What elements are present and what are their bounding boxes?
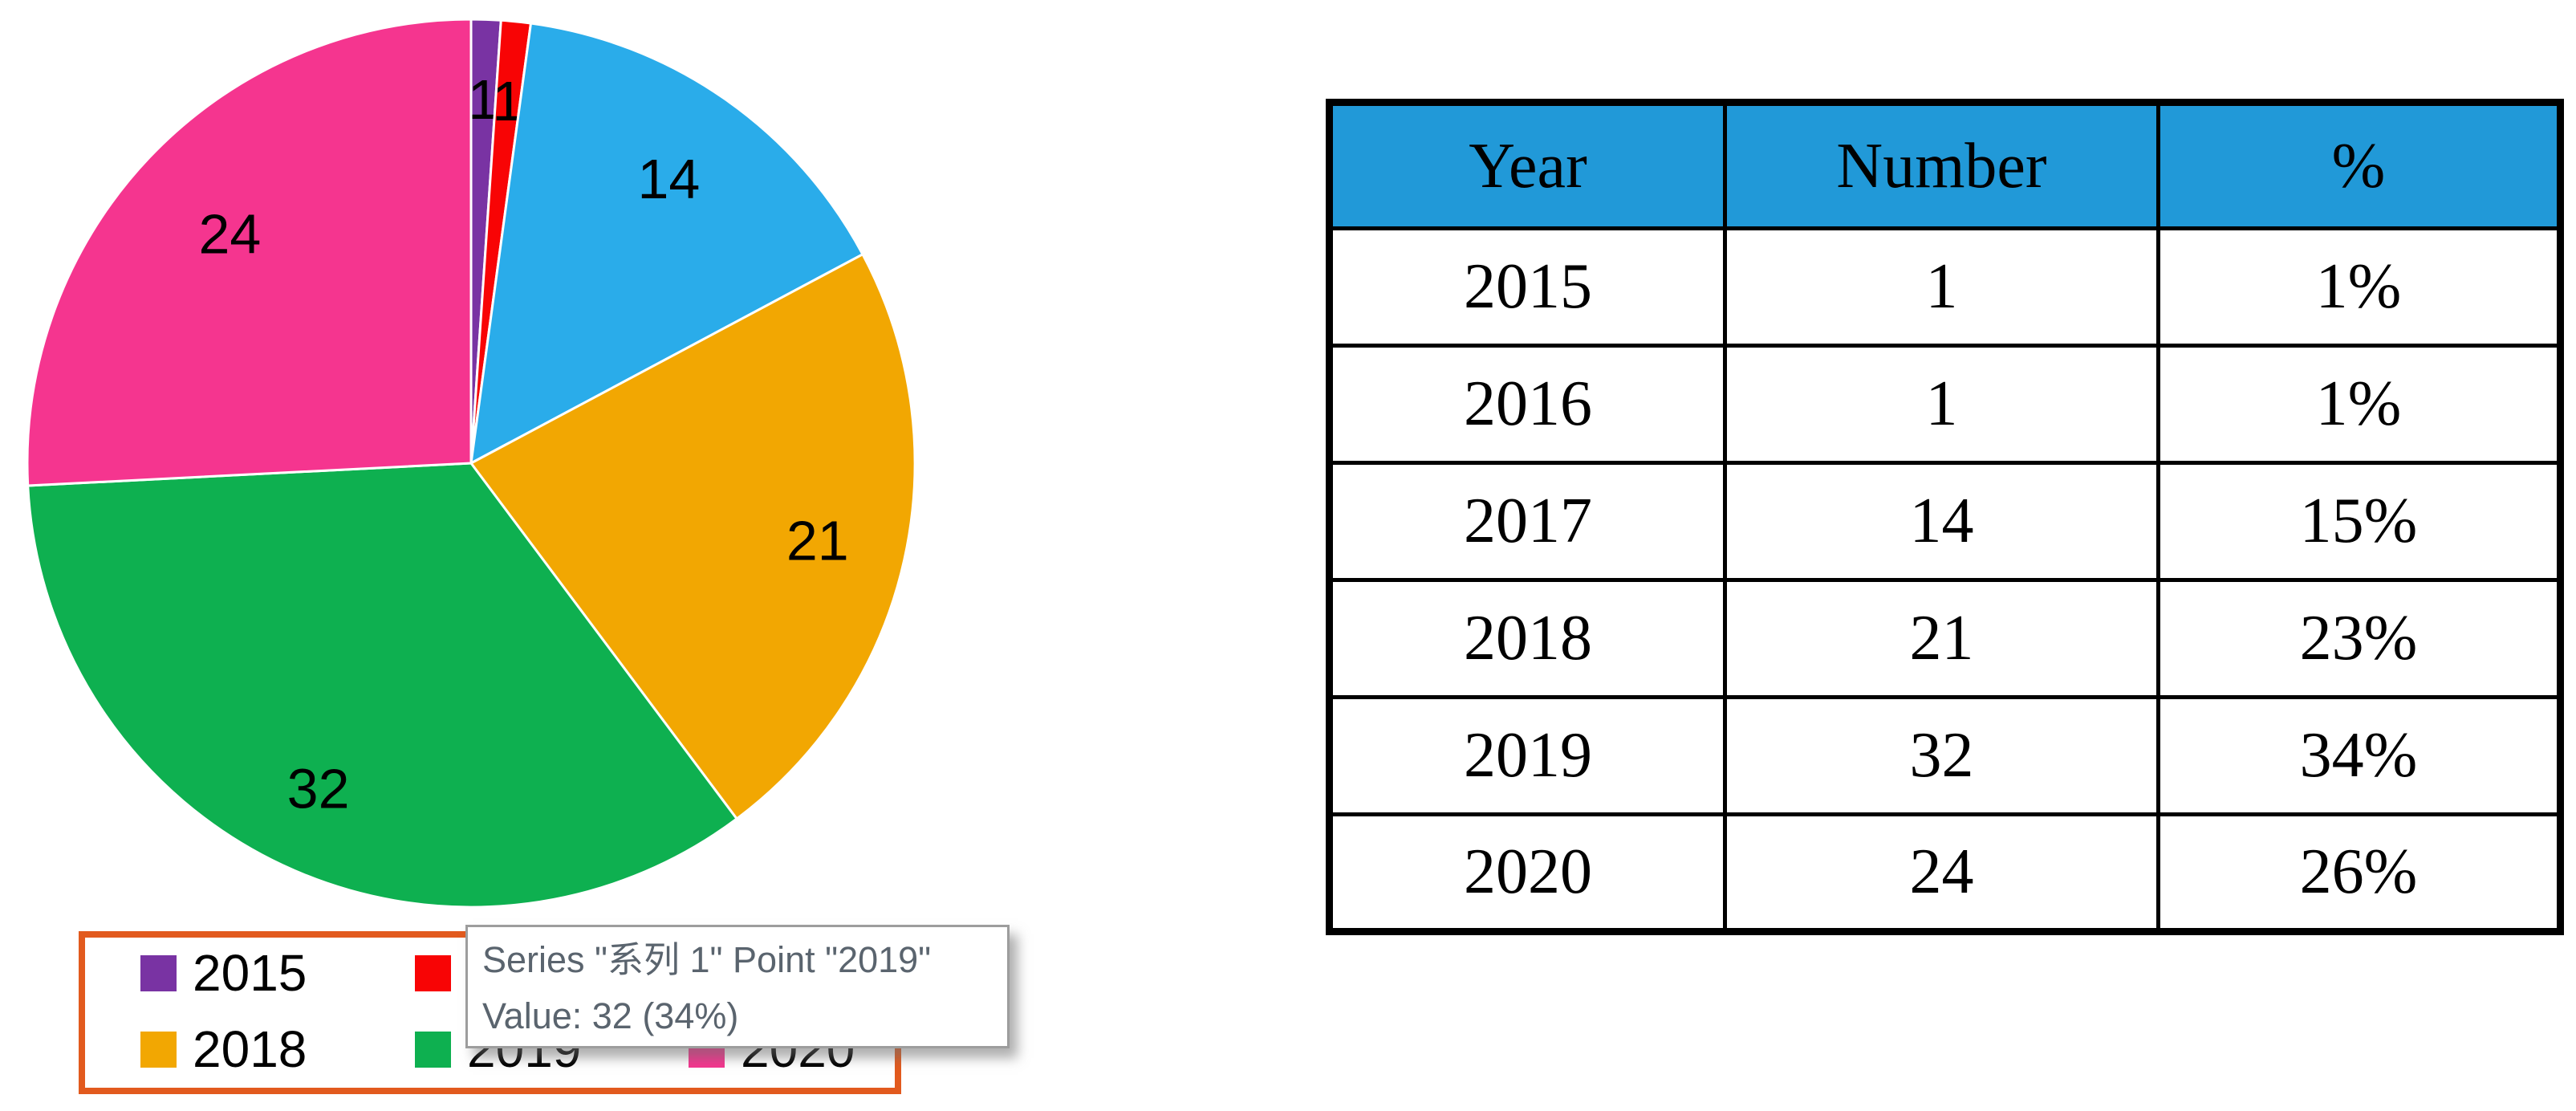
table-cell: 23% — [2156, 578, 2562, 699]
legend-label: 2015 — [193, 944, 307, 1002]
pie-data-label-2020: 24 — [198, 202, 261, 265]
table-cell: 34% — [2156, 695, 2562, 816]
summary-table-body: 2015 1 1% 2016 1 1% 2017 14 15% 2018 21 23% 2019 32 34… — [1327, 226, 2562, 934]
table-row-2019: 2019 32 34% — [1327, 695, 2562, 816]
table-cell: 2019 — [1327, 695, 1727, 816]
table-cell: 2016 — [1327, 344, 1727, 465]
legend-swatch-2018 — [140, 1032, 177, 1068]
table-cell: 1 — [1723, 344, 2160, 465]
table-header-row: Year Number% — [1327, 100, 2562, 230]
table-cell: 1 — [1723, 226, 2160, 348]
legend-item-2018[interactable]: 2018 — [140, 1020, 307, 1078]
table-row-2018: 2018 21 23% — [1327, 578, 2562, 699]
table-row-2015: 2015 1 1% — [1327, 226, 2562, 348]
table-cell: 21 — [1723, 578, 2160, 699]
table-row-2020: 2020 24 26% — [1327, 812, 2562, 934]
table-row-2016: 2016 1 1% — [1327, 344, 2562, 465]
table-cell: 24 — [1723, 812, 2160, 934]
table-header-cell-Number: Number — [1723, 100, 2160, 230]
legend-swatch-2019 — [415, 1032, 451, 1068]
pie-slice-2020[interactable] — [26, 18, 473, 487]
table-header-cell-percent: % — [2156, 100, 2562, 230]
table-cell: 15% — [2156, 461, 2562, 582]
table-cell: 1% — [2156, 226, 2562, 348]
legend-swatch-2016 — [415, 955, 451, 991]
pie-slice-2017[interactable] — [469, 22, 864, 465]
table-cell: 14 — [1723, 461, 2160, 582]
pie-data-label-2017: 14 — [637, 148, 700, 210]
tooltip-value-line: Value: 32 (34%) — [482, 995, 739, 1036]
pie-slice-2018[interactable] — [469, 253, 916, 820]
table-row-2017: 2017 14 15% — [1327, 461, 2562, 582]
table-cell: 26% — [2156, 812, 2562, 934]
table-cell: 2015 — [1327, 226, 1727, 348]
legend-label: 2018 — [193, 1020, 307, 1078]
legend-item-2015[interactable]: 2015 — [140, 944, 307, 1002]
table-cell: 2017 — [1327, 461, 1727, 582]
chart-tooltip: Series "系列 1" Point "2019" Value: 32 (34… — [465, 925, 1010, 1048]
pie-data-label-2018: 21 — [786, 509, 849, 572]
tooltip-series-line: Series "系列 1" Point "2019" — [482, 939, 932, 980]
table-cell: 32 — [1723, 695, 2160, 816]
pie-slice-2019[interactable] — [26, 462, 738, 909]
table-cell: 1% — [2156, 344, 2562, 465]
table-header-cell-Year: Year — [1327, 100, 1727, 230]
legend-swatch-2015 — [140, 955, 177, 991]
summary-table-header: Year Number% — [1327, 100, 2562, 230]
pie-data-label-2019: 32 — [287, 757, 350, 820]
table-cell: 2020 — [1327, 812, 1727, 934]
table-cell: 2018 — [1327, 578, 1727, 699]
summary-table: Year Number% 2015 1 1% 2016 1 1% 2017 14 15% 2018 2… — [1326, 99, 2564, 935]
